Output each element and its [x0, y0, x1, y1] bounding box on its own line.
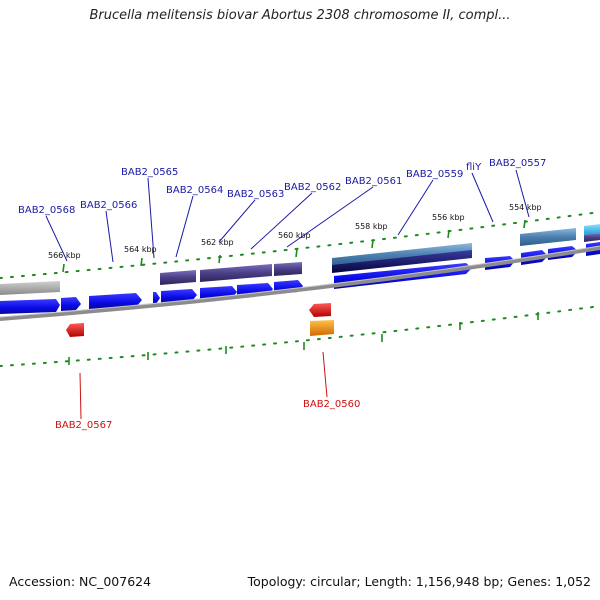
- map-title: Brucella melitensis biovar Abortus 2308 …: [89, 8, 511, 23]
- gene-label-bab2-0566[interactable]: BAB2_0566: [80, 200, 137, 211]
- ruler-label-558: 558 kbp: [355, 222, 388, 231]
- gene-arrow: [89, 293, 142, 309]
- purple-feature: [584, 233, 600, 242]
- gene-label-bab2-0565[interactable]: BAB2_0565: [121, 167, 178, 178]
- ruler-label-556: 556 kbp: [432, 213, 465, 222]
- gene-arrow: [61, 297, 81, 311]
- purple-feature: [160, 270, 196, 285]
- gene-arrow: [0, 299, 60, 314]
- navy-feature: [332, 250, 472, 273]
- genome-summary-text: Topology: circular; Length: 1,156,948 bp…: [247, 574, 591, 589]
- reverse-gene-arrow: [66, 323, 84, 337]
- gene-label-bab2-0560[interactable]: BAB2_0560: [303, 399, 360, 410]
- ruler-label-562: 562 kbp: [201, 238, 234, 247]
- orange-feature: [310, 320, 334, 336]
- accession-text: Accession: NC_007624: [9, 574, 152, 589]
- ruler-label-560: 560 kbp: [278, 231, 311, 240]
- steelblue-feature: [520, 228, 576, 246]
- gene-arrow: [161, 289, 197, 303]
- gene-label-bab2-0561[interactable]: BAB2_0561: [345, 176, 402, 187]
- feature-track: [0, 224, 600, 295]
- purple-feature: [274, 262, 302, 276]
- cyan-feature: [584, 224, 600, 235]
- top-leader-lines: [45, 169, 530, 263]
- gene-label-fliy[interactable]: fliY: [466, 162, 482, 173]
- gene-label-bab2-0563[interactable]: BAB2_0563: [227, 189, 284, 200]
- gene-label-bab2-0559[interactable]: BAB2_0559: [406, 169, 463, 180]
- gene-label-bab2-0567[interactable]: BAB2_0567: [55, 420, 112, 431]
- bottom-leader-lines: [79, 351, 328, 420]
- genome-backbone: [0, 246, 600, 321]
- upper-ruler: [0, 211, 600, 279]
- ruler-label-554: 554 kbp: [509, 203, 542, 212]
- grey-feature: [0, 281, 60, 295]
- steelblue-feature: [332, 243, 472, 267]
- gene-label-bab2-0557[interactable]: BAB2_0557: [489, 158, 546, 169]
- forward-gene-track: [0, 242, 600, 314]
- gene-label-bab2-0562[interactable]: BAB2_0562: [284, 182, 341, 193]
- ruler-label-564: 564 kbp: [124, 245, 157, 254]
- lower-ruler: [0, 305, 600, 367]
- gene-label-bab2-0568[interactable]: BAB2_0568: [18, 205, 75, 216]
- gene-label-bab2-0564[interactable]: BAB2_0564: [166, 185, 223, 196]
- gene-arrow: [153, 292, 160, 304]
- purple-feature: [200, 264, 272, 282]
- reverse-gene-arrow: [309, 303, 331, 317]
